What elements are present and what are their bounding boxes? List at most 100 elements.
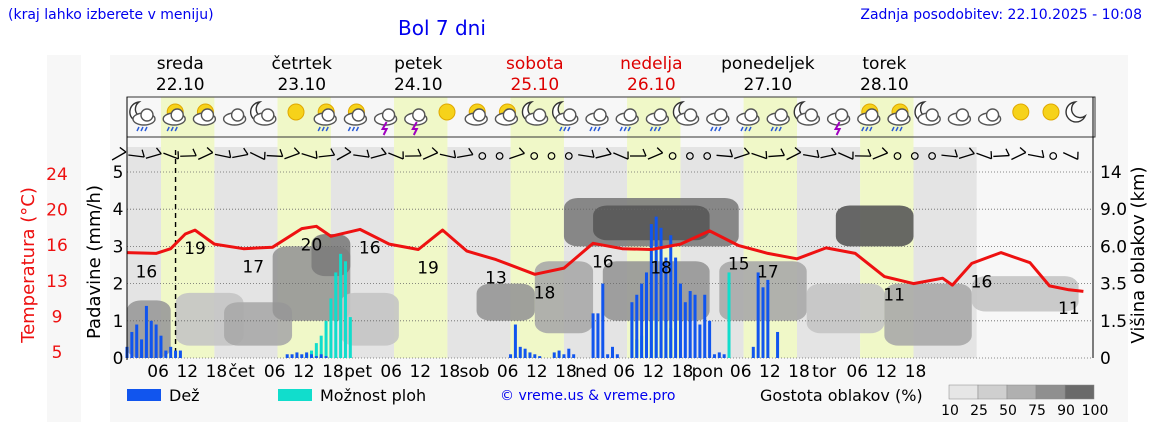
wind-barb-icon bbox=[266, 149, 284, 158]
cloud-shape bbox=[744, 108, 758, 122]
rain-bar bbox=[606, 354, 610, 358]
precip-tick: 1 bbox=[113, 312, 124, 332]
day-band bbox=[394, 97, 448, 358]
wind-barb-icon bbox=[284, 147, 300, 160]
wind-barb-feather bbox=[656, 147, 664, 154]
rain-bar bbox=[295, 352, 299, 358]
temperature-tick: 16 bbox=[46, 236, 68, 256]
rain-bar bbox=[290, 354, 294, 358]
rain-bar bbox=[538, 356, 542, 358]
cloud-rain-icon bbox=[585, 108, 609, 132]
wind-barb-shaft bbox=[613, 152, 629, 160]
rain-bar bbox=[528, 352, 532, 358]
day-date: 28.10 bbox=[860, 75, 909, 95]
shower-bar bbox=[314, 343, 318, 358]
wind-barb-icon bbox=[232, 147, 249, 159]
cloud-shape bbox=[774, 108, 788, 122]
rain-shape bbox=[710, 126, 722, 132]
sun-shape bbox=[1042, 103, 1060, 121]
rain-shape bbox=[770, 126, 782, 132]
rain-bar bbox=[135, 324, 139, 358]
wind-barb-feather bbox=[141, 149, 145, 158]
temperature-label: 15 bbox=[728, 255, 750, 275]
x-tick-label: 06 bbox=[147, 362, 169, 382]
wind-barb-feather bbox=[794, 146, 802, 153]
wind-barb-shaft bbox=[336, 151, 352, 161]
rain-bar bbox=[285, 354, 289, 358]
rain-shape bbox=[649, 126, 662, 132]
copyright-link[interactable]: © vreme.us & vreme.pro bbox=[500, 388, 676, 404]
wind-barb-icon bbox=[1027, 149, 1045, 159]
temperature-label: 16 bbox=[971, 272, 993, 292]
cloud-shape bbox=[714, 108, 728, 122]
rain-bar bbox=[674, 257, 678, 358]
rain-bar bbox=[766, 279, 770, 358]
rain-bar bbox=[557, 350, 561, 358]
wind-barb-icon bbox=[214, 150, 232, 159]
temperature-label: 18 bbox=[650, 259, 672, 279]
rain-bar bbox=[611, 346, 614, 358]
rain-bar bbox=[572, 354, 576, 358]
wind-barb-shaft bbox=[111, 151, 127, 161]
wind-barb-shaft bbox=[318, 154, 335, 158]
wind-barb-shaft bbox=[214, 153, 231, 159]
shower-bar bbox=[727, 272, 731, 358]
wind-barb-icon bbox=[249, 151, 266, 161]
sun-icon bbox=[1012, 103, 1030, 121]
region-menu-hint[interactable]: (kraj lahko izberete v meniju) bbox=[8, 7, 214, 23]
sun-icon bbox=[438, 103, 456, 121]
sun-cloud-rain-icon bbox=[162, 103, 186, 132]
cloud-density-swatch bbox=[977, 384, 1008, 400]
rain-bar bbox=[324, 356, 328, 358]
rain-bar bbox=[305, 352, 309, 358]
wind-barb-icon bbox=[1011, 147, 1027, 161]
cloud-density-swatch bbox=[1035, 384, 1066, 400]
wind-barb-icon bbox=[595, 147, 612, 159]
temperature-label: 19 bbox=[184, 239, 206, 259]
left-axis-panel bbox=[47, 55, 81, 422]
temperature-label: 11 bbox=[1058, 299, 1080, 319]
wind-barb-feather bbox=[453, 150, 457, 158]
wind-barb-feather bbox=[627, 151, 629, 160]
wind-barb-shaft bbox=[872, 152, 888, 160]
cloud-shape bbox=[200, 108, 215, 122]
shower-bar bbox=[324, 320, 328, 358]
x-tick-label: 18 bbox=[439, 362, 461, 382]
rain-shape bbox=[861, 126, 873, 132]
wind-barb-shaft bbox=[838, 152, 854, 160]
wind-calm-icon bbox=[668, 152, 677, 160]
wind-barb-icon bbox=[838, 151, 854, 160]
wind-barb-feather bbox=[1005, 148, 1010, 156]
day-name: torek bbox=[862, 54, 906, 74]
rain-bar bbox=[552, 352, 556, 358]
x-tick-label: tor bbox=[812, 362, 836, 382]
cloud-icon bbox=[947, 108, 972, 126]
x-tick-label: 18 bbox=[788, 362, 810, 382]
x-tick-label: 06 bbox=[730, 362, 752, 382]
cloud-lightning-icon bbox=[404, 108, 428, 136]
x-tick-label: čet bbox=[228, 362, 255, 382]
cloud-shape bbox=[593, 108, 607, 122]
wind-barb-shaft bbox=[457, 153, 473, 159]
rain-bar bbox=[630, 302, 634, 358]
wind-barb-shaft bbox=[284, 152, 300, 160]
x-tick-label: 06 bbox=[497, 362, 519, 382]
wind-barb-feather bbox=[293, 147, 300, 154]
temperature-label: 17 bbox=[757, 262, 779, 282]
cloud-density-area bbox=[476, 283, 535, 321]
wind-barb-icon bbox=[353, 149, 370, 158]
rain-bar bbox=[722, 354, 726, 358]
temperature-label: 11 bbox=[883, 286, 905, 306]
sun-shape bbox=[1012, 103, 1030, 121]
rain-bar bbox=[319, 354, 323, 358]
wind-barb-icon bbox=[786, 146, 802, 161]
wind-barb-feather bbox=[765, 150, 768, 159]
wind-barb-shaft bbox=[232, 153, 249, 159]
day-name: sobota bbox=[506, 54, 564, 74]
wind-barb-icon bbox=[509, 147, 525, 160]
wind-calm-icon bbox=[893, 152, 902, 160]
precip-axis-label: Padavine (mm/h) bbox=[84, 185, 105, 339]
cloud-icon bbox=[222, 108, 247, 126]
wind-barb-feather bbox=[729, 149, 734, 157]
rain-bar bbox=[154, 324, 158, 358]
